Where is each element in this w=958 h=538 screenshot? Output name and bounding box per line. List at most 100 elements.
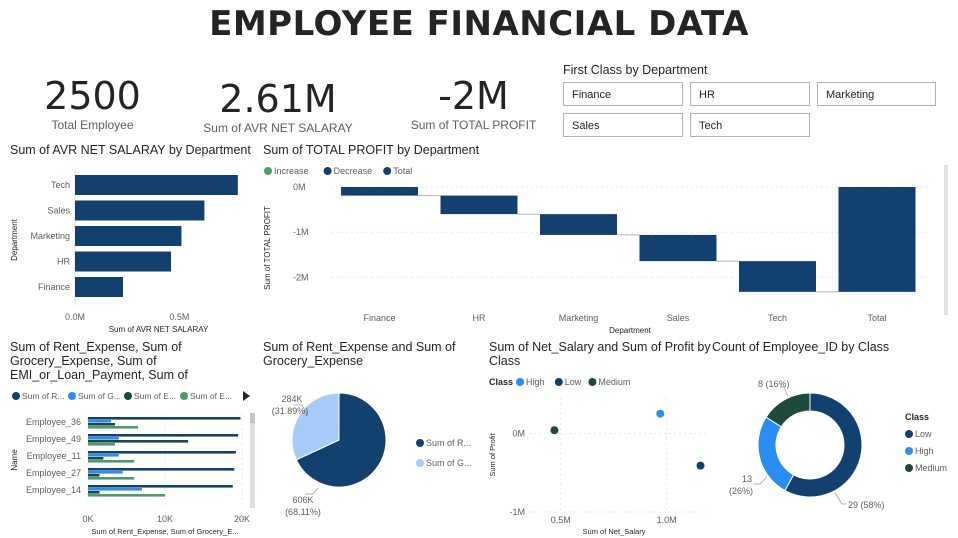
legend-marker — [905, 447, 913, 455]
leader-line — [834, 492, 846, 505]
legend-label: Increase — [274, 166, 309, 176]
y-axis-title: Name — [10, 449, 19, 471]
slicer-title: First Class by Department — [563, 63, 708, 77]
y-tick-label: -1M — [293, 227, 309, 237]
data-label: 13 — [742, 474, 752, 484]
expenses-bar-chart[interactable]: Sum of R... Sum of G... Sum of E... Sum of … — [0, 385, 262, 538]
bar — [88, 440, 189, 443]
x-axis-title: Department — [609, 326, 652, 335]
bar — [88, 434, 239, 437]
category-label: Marketing — [30, 231, 70, 241]
category-label: Finance — [363, 313, 395, 323]
legend-marker — [416, 439, 424, 447]
legend-label: Sum of E... — [190, 391, 232, 401]
x-tick-label: 0.0M — [65, 312, 85, 322]
data-label-pct: (31.89%) — [272, 406, 309, 416]
profit-chart-title: Sum of TOTAL PROFIT by Department — [263, 143, 480, 157]
legend-marker — [905, 464, 913, 472]
category-label: Employee_36 — [26, 417, 81, 427]
y-tick-label: -2M — [293, 272, 309, 282]
slicer-option-sales[interactable]: Sales — [563, 113, 683, 137]
bar — [88, 485, 233, 488]
data-label-pct: (26%) — [729, 486, 753, 496]
salary-bar-chart[interactable]: 0.0M 0.5M Tech Sales Marketing HR Finance Sum o… — [0, 160, 258, 340]
legend-label: Sum of G... — [426, 458, 472, 468]
y-tick-label: 0M — [293, 182, 306, 192]
slicer-option-marketing[interactable]: Marketing — [817, 82, 936, 106]
bar — [88, 460, 135, 463]
y-tick-label: -1M — [510, 507, 526, 517]
legend-label: Total — [393, 166, 412, 176]
donut-chart-title: Count of Employee_ID by Class — [712, 340, 890, 354]
kpi-value: 2.61M — [219, 77, 337, 121]
kpi-total-employee: 2500 Total Employee — [20, 74, 165, 132]
legend-label: Decrease — [334, 166, 373, 176]
legend-label: Medium — [915, 463, 947, 473]
legend-title: Class — [905, 412, 929, 422]
category-label: Employee_27 — [26, 468, 81, 478]
waterfall-bar — [639, 234, 717, 262]
waterfall-bar — [838, 187, 916, 292]
donut-slice — [784, 392, 863, 498]
bar — [75, 251, 172, 272]
data-label: 606K — [292, 495, 313, 505]
page-title: EMPLOYEE FINANCIAL DATA — [209, 4, 749, 44]
kpi-label: Sum of TOTAL PROFIT — [410, 118, 537, 132]
legend-label: High — [915, 446, 934, 456]
kpi-value: 2500 — [44, 74, 141, 118]
salary-chart-title: Sum of AVR NET SALARAY by Department — [10, 143, 251, 157]
scrollbar-thumb — [250, 413, 255, 423]
waterfall-bar — [540, 214, 617, 235]
category-label: HR — [473, 313, 486, 323]
legend-label: Sum of G... — [78, 391, 121, 401]
bar — [88, 417, 241, 420]
bar — [88, 488, 142, 491]
x-tick-label: 0.5M — [169, 312, 189, 322]
bar — [88, 494, 165, 497]
kpi-label: Total Employee — [51, 118, 134, 132]
legend-marker — [588, 378, 597, 386]
x-axis-title: Sum of Net_Salary — [583, 527, 646, 536]
waterfall-bar — [440, 195, 518, 215]
expenses-chart-title: Sum of Rent_Expense, Sum of Grocery_Expe… — [10, 340, 188, 384]
leader-line — [754, 476, 768, 485]
salary-profit-scatter-chart[interactable]: Class High Low Medium 0M -1M 0.5M 1.0M Sum of Ne… — [484, 370, 712, 538]
bar — [88, 457, 104, 460]
legend-label: High — [526, 377, 545, 387]
employees-donut-chart[interactable]: 29 (58%) 13 (26%) 8 (16%) Class Low High Medium — [710, 370, 958, 538]
legend-label: Low — [915, 429, 932, 439]
legend-label: Sum of E... — [134, 391, 176, 401]
category-label: Marketing — [559, 313, 599, 323]
bar — [75, 277, 124, 297]
waterfall-bar — [739, 261, 816, 292]
bar — [88, 468, 235, 471]
category-label: Sales — [47, 206, 70, 216]
legend-label: Sum of R... — [22, 391, 65, 401]
data-label: 284K — [281, 394, 302, 404]
y-axis-title: Department — [10, 218, 19, 261]
donut-slice — [765, 392, 811, 428]
bar — [75, 226, 182, 246]
kpi-value: -2M — [438, 74, 509, 118]
x-tick-label: 1.0M — [657, 515, 677, 525]
rent-grocery-pie-chart[interactable]: 606K (68.11%) 284K (31.89%) Sum of R... Sum o… — [258, 370, 490, 538]
kpi-net-salary: 2.61M Sum of AVR NET SALARAY — [198, 77, 358, 135]
legend-marker — [12, 392, 20, 400]
waterfall-bar — [341, 187, 418, 196]
slicer-option-hr[interactable]: HR — [690, 82, 810, 106]
legend-next-icon[interactable] — [243, 391, 250, 401]
x-axis-title: Sum of AVR NET SALARAY — [109, 325, 209, 334]
data-label-pct: (68.11%) — [285, 507, 321, 517]
legend-marker — [554, 378, 563, 386]
leader-line — [780, 386, 789, 398]
legend-title: Class — [489, 377, 513, 387]
slicer-option-finance[interactable]: Finance — [563, 82, 683, 106]
bar — [75, 175, 238, 195]
legend-label: Low — [565, 377, 582, 387]
y-axis-title: Sum of Profit — [488, 432, 497, 476]
y-tick-label: 0M — [512, 428, 525, 438]
slicer-option-tech[interactable]: Tech — [690, 113, 810, 137]
legend-marker — [264, 167, 272, 175]
profit-waterfall-chart[interactable]: Increase Decrease Total 0M -1M -2M Finance HR Ma… — [258, 160, 958, 340]
scatter-chart-title: Sum of Net_Salary and Sum of Profit by C… — [489, 340, 711, 368]
